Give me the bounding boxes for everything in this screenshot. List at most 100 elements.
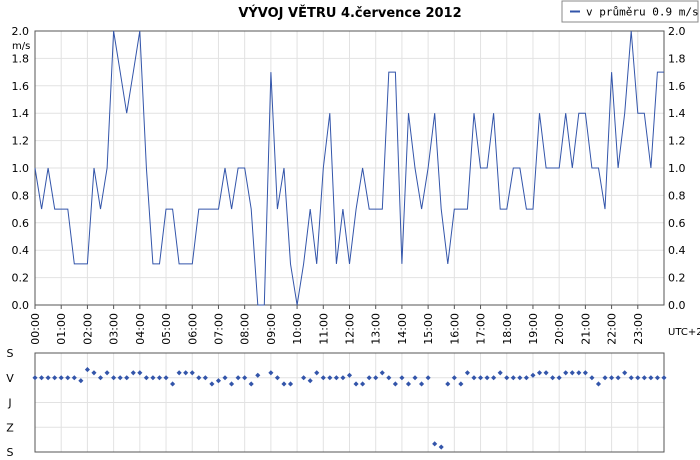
- wind-direction-point: [373, 375, 379, 381]
- x-tick-label: 05:00: [160, 313, 173, 345]
- wind-direction-point: [196, 375, 202, 381]
- chart-title: VÝVOJ VĚTRU 4.července 2012: [238, 5, 461, 21]
- wind-direction-point: [510, 375, 516, 381]
- wind-direction-point: [386, 375, 392, 381]
- wind-direction-point: [628, 375, 634, 381]
- direction-tick-label: J: [7, 397, 11, 410]
- wind-direction-point: [209, 381, 215, 387]
- wind-direction-point: [484, 375, 490, 381]
- x-tick-label: 03:00: [108, 313, 121, 345]
- wind-direction-point: [602, 375, 608, 381]
- wind-direction-point: [222, 375, 228, 381]
- x-tick-label: 10:00: [291, 313, 304, 345]
- legend: v průměru 0.9 m/s: [561, 0, 699, 23]
- wind-direction-point: [530, 372, 536, 378]
- wind-direction-point: [589, 375, 595, 381]
- wind-direction-point: [366, 375, 372, 381]
- x-tick-label: 15:00: [422, 313, 435, 345]
- wind-direction-point: [104, 370, 110, 376]
- y-tick-label: 1.6: [12, 80, 30, 93]
- x-tick-label: 17:00: [475, 313, 488, 345]
- wind-direction-point: [150, 375, 156, 381]
- y-tick-label: 1.2: [12, 135, 30, 148]
- y-tick-label-right: 0.8: [668, 189, 686, 202]
- wind-direction-point: [287, 381, 294, 387]
- y-axis-label: m/s: [12, 41, 30, 52]
- x-tick-label: 07:00: [212, 313, 225, 345]
- wind-direction-point: [333, 375, 339, 381]
- wind-speed-line: [34, 30, 664, 306]
- wind-direction-point: [130, 370, 136, 376]
- y-tick-label-right: 1.2: [668, 135, 686, 148]
- wind-direction-point: [314, 370, 320, 376]
- wind-direction-point: [163, 375, 169, 381]
- wind-direction-point: [346, 372, 353, 378]
- wind-direction-point: [445, 381, 451, 387]
- legend-label: v průměru 0.9 m/s: [586, 6, 699, 19]
- x-tick-label: 14:00: [396, 313, 409, 345]
- x-tick-label: 09:00: [265, 313, 278, 345]
- wind-direction-point: [412, 375, 418, 381]
- x-tick-label: 04:00: [134, 313, 147, 345]
- x-tick-label: 00:00: [29, 313, 42, 345]
- y-tick-label: 0.2: [12, 272, 30, 285]
- timezone-note: UTC+2: [668, 327, 700, 338]
- wind-direction-point: [661, 375, 667, 381]
- wind-direction-point: [268, 370, 274, 376]
- wind-direction-point: [215, 378, 222, 384]
- wind-direction-point: [183, 370, 189, 376]
- wind-direction-point: [274, 375, 280, 381]
- wind-direction-point: [353, 381, 359, 387]
- x-tick-label: 02:00: [81, 313, 94, 345]
- wind-direction-point: [641, 375, 647, 381]
- y-tick-label: 1.0: [12, 162, 30, 175]
- wind-direction-point: [156, 375, 163, 381]
- wind-direction-point: [471, 375, 477, 381]
- y-tick-label: 0.8: [12, 189, 30, 202]
- x-tick-label: 21:00: [579, 313, 592, 345]
- y-tick-label: 1.8: [12, 52, 30, 65]
- direction-tick-label: S: [7, 446, 14, 459]
- y-tick-label-right: 2.0: [668, 25, 686, 38]
- wind-direction-point: [458, 381, 464, 387]
- wind-direction-point: [65, 375, 71, 381]
- wind-direction-point: [320, 375, 326, 381]
- wind-direction-point: [281, 381, 287, 387]
- y-tick-label-right: 1.8: [668, 52, 686, 65]
- x-tick-label: 18:00: [501, 313, 514, 345]
- wind-direction-point: [491, 375, 497, 381]
- direction-tick-label: S: [7, 347, 14, 360]
- wind-direction-point: [235, 375, 241, 381]
- y-tick-label: 0.4: [12, 244, 30, 257]
- x-tick-label: 11:00: [317, 313, 330, 345]
- x-tick-label: 01:00: [55, 313, 68, 345]
- wind-direction-point: [301, 375, 307, 381]
- wind-direction-point: [202, 375, 208, 381]
- x-tick-label: 19:00: [527, 313, 540, 345]
- wind-direction-point: [189, 370, 195, 376]
- wind-direction-point: [425, 375, 431, 381]
- wind-direction-point: [360, 381, 366, 387]
- legend-box: [561, 0, 699, 23]
- wind-direction-point: [137, 370, 143, 376]
- y-tick-label: 0.0: [12, 299, 30, 312]
- wind-direction-point: [143, 375, 149, 381]
- x-tick-label: 20:00: [553, 313, 566, 345]
- y-tick-label: 0.6: [12, 217, 30, 230]
- wind-direction-point: [405, 381, 412, 387]
- wind-direction-point: [497, 370, 503, 376]
- wind-direction-point: [523, 375, 529, 381]
- x-tick-label: 06:00: [186, 313, 199, 345]
- wind-direction-point: [438, 444, 444, 450]
- x-tick-label: 23:00: [632, 313, 645, 345]
- wind-direction-point: [504, 375, 510, 381]
- wind-direction-point: [307, 378, 313, 384]
- y-tick-label-right: 1.6: [668, 80, 686, 93]
- wind-direction-point: [464, 370, 470, 376]
- y-tick-label: 1.4: [12, 107, 30, 120]
- wind-direction-point: [176, 370, 182, 376]
- x-tick-label: 08:00: [239, 313, 252, 345]
- wind-direction-point: [648, 375, 654, 381]
- wind-direction-point: [399, 375, 405, 381]
